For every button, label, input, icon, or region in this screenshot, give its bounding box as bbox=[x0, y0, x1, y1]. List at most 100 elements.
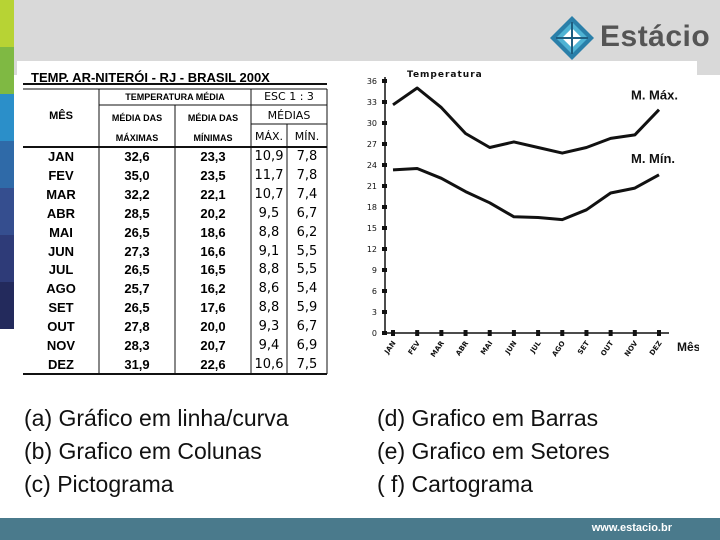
option-e: (e) Grafico em Setores bbox=[377, 438, 610, 464]
x-tick-mark bbox=[511, 330, 516, 336]
table-cell-emax: 9,4 bbox=[258, 338, 280, 353]
header-mes: MÊS bbox=[49, 110, 73, 122]
table-cell-min: 16,2 bbox=[200, 281, 226, 297]
table-cell-emax: 10,9 bbox=[254, 149, 284, 164]
strip-segment bbox=[0, 282, 14, 329]
x-tick-mark bbox=[415, 330, 420, 336]
option-f: ( f) Cartograma bbox=[377, 471, 533, 497]
table-cell-max: 27,8 bbox=[124, 319, 150, 335]
y-tick-mark bbox=[382, 289, 387, 293]
header-emin: MÍN. bbox=[294, 130, 320, 143]
table-cell-max: 31,9 bbox=[124, 356, 150, 372]
header-max-1: MÉDIA DAS bbox=[111, 113, 163, 123]
strip-segment bbox=[0, 235, 14, 282]
x-tick-mark bbox=[487, 330, 492, 336]
table-cell-min: 20,0 bbox=[200, 319, 226, 335]
y-tick-mark bbox=[382, 205, 387, 209]
y-tick-mark bbox=[382, 79, 387, 83]
series-label: M. Máx. bbox=[631, 88, 678, 103]
color-strip bbox=[0, 0, 14, 330]
table-cell-mes: DEZ bbox=[48, 356, 74, 372]
y-tick-mark bbox=[382, 121, 387, 125]
table-cell-mes: JUN bbox=[47, 243, 74, 259]
header-min-1: MÉDIA DAS bbox=[187, 113, 239, 123]
y-tick-label: 3 bbox=[372, 308, 377, 317]
y-tick-label: 24 bbox=[367, 161, 377, 170]
table-cell-min: 20,7 bbox=[200, 338, 226, 353]
table-cell-max: 32,6 bbox=[124, 149, 150, 164]
x-tick-mark bbox=[463, 330, 468, 336]
estacio-logo: Estácio bbox=[548, 12, 713, 62]
options-right: (d) Grafico em Barras (e) Grafico em Set… bbox=[377, 402, 610, 501]
table-cell-mes: NOV bbox=[46, 338, 76, 353]
x-tick-label: FEV bbox=[407, 339, 422, 356]
y-tick-label: 6 bbox=[372, 287, 377, 296]
table-cell-emax: 8,8 bbox=[258, 300, 280, 316]
table-cell-max: 35,0 bbox=[124, 167, 150, 183]
y-tick-label: 30 bbox=[367, 119, 377, 128]
y-tick-label: 15 bbox=[367, 224, 377, 233]
table-cell-emax: 9,1 bbox=[258, 243, 280, 259]
table-cell-min: 23,5 bbox=[200, 167, 226, 183]
y-tick-mark bbox=[382, 100, 387, 104]
strip-segment bbox=[0, 47, 14, 94]
strip-segment bbox=[0, 141, 14, 188]
table-cell-emax: 10,6 bbox=[254, 356, 284, 372]
option-a: (a) Gráfico em linha/curva bbox=[24, 405, 289, 431]
y-tick-mark bbox=[382, 331, 387, 335]
table-cell-mes: JAN bbox=[47, 149, 74, 164]
table-cell-emin: 5,5 bbox=[296, 262, 318, 278]
table-cell-emin: 5,5 bbox=[296, 243, 318, 259]
table-cell-min: 23,3 bbox=[200, 149, 226, 164]
y-tick-mark bbox=[382, 310, 387, 314]
y-tick-label: 27 bbox=[367, 140, 377, 149]
y-tick-mark bbox=[382, 247, 387, 251]
table-cell-mes: ABR bbox=[46, 205, 76, 221]
x-tick-label: JUL bbox=[528, 339, 543, 355]
footer-url: www.estacio.br bbox=[591, 522, 672, 534]
strip-segment bbox=[0, 94, 14, 141]
table-cell-max: 28,3 bbox=[124, 338, 150, 353]
table-cell-emin: 6,7 bbox=[296, 319, 318, 335]
table-cell-min: 16,6 bbox=[200, 243, 226, 259]
table-cell-emin: 6,2 bbox=[296, 224, 318, 240]
table-cell-min: 17,6 bbox=[200, 300, 226, 316]
x-tick-label: MAR bbox=[429, 339, 446, 359]
x-tick-label: OUT bbox=[599, 339, 615, 357]
table-cell-mes: AGO bbox=[46, 281, 76, 297]
header-emax: MÁX. bbox=[254, 130, 284, 143]
table-cell-emax: 8,6 bbox=[258, 281, 280, 297]
table-cell-max: 26,5 bbox=[124, 224, 150, 240]
table-cell-min: 18,6 bbox=[200, 224, 226, 240]
x-tick-label: AGO bbox=[551, 340, 567, 359]
table-title: TEMP. AR-NITERÓI - RJ - BRASIL 200X bbox=[31, 70, 270, 85]
header-min-2: MÍNIMAS bbox=[193, 133, 233, 143]
x-tick-mark bbox=[608, 330, 613, 336]
table-cell-max: 32,2 bbox=[124, 186, 150, 202]
table-cell-emax: 8,8 bbox=[258, 224, 280, 240]
y-tick-mark bbox=[382, 226, 387, 230]
table-cell-emin: 6,9 bbox=[296, 338, 318, 353]
table-cell-max: 26,5 bbox=[124, 262, 150, 278]
option-b: (b) Grafico em Colunas bbox=[24, 438, 262, 464]
x-tick-label: ABR bbox=[454, 339, 470, 357]
x-tick-label: DEZ bbox=[648, 340, 664, 357]
table-cell-emax: 8,8 bbox=[258, 262, 280, 278]
table-cell-max: 28,5 bbox=[124, 205, 150, 221]
x-tick-label: NOV bbox=[623, 339, 640, 358]
table-cell-min: 20,2 bbox=[200, 205, 226, 221]
x-tick-mark bbox=[391, 330, 395, 336]
brand-name: Estácio bbox=[600, 20, 711, 53]
y-tick-mark bbox=[382, 163, 387, 167]
estacio-logo-icon bbox=[550, 16, 594, 60]
table-cell-mes: JUL bbox=[48, 262, 74, 278]
series-line-min bbox=[392, 167, 660, 222]
table-cell-emin: 7,8 bbox=[296, 167, 318, 183]
header-esc: ESC 1 : 3 bbox=[264, 90, 314, 103]
x-tick-label: JUN bbox=[503, 339, 518, 356]
y-tick-mark bbox=[382, 184, 387, 188]
y-tick-label: 33 bbox=[367, 98, 377, 107]
strip-segment bbox=[0, 0, 14, 47]
x-tick-mark bbox=[560, 330, 565, 336]
